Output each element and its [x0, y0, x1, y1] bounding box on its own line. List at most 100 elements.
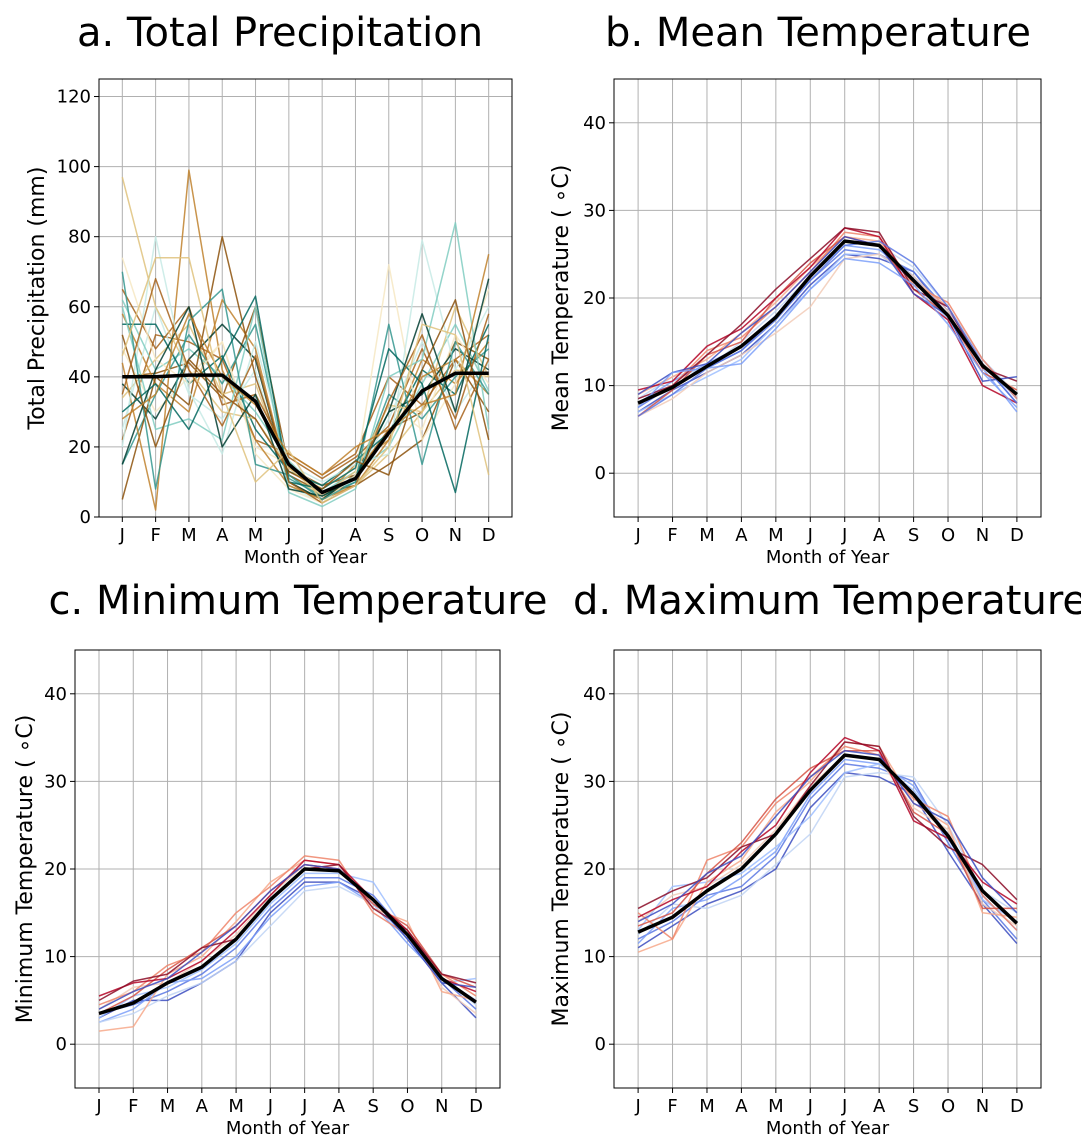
mean-line — [98, 867, 477, 1016]
x-tick-label: S — [908, 525, 919, 546]
series-line — [637, 749, 1018, 923]
series-line — [121, 288, 490, 480]
y-tick-label: 60 — [68, 297, 91, 318]
y-axis-label: Minimum Temperature ( ∘C) — [13, 715, 38, 1024]
x-tick-label: S — [383, 525, 394, 546]
x-tick-label: D — [469, 1096, 483, 1117]
x-tick-label: N — [976, 525, 989, 546]
series-line — [637, 253, 1018, 417]
series-line — [637, 240, 1018, 417]
series-line — [121, 271, 490, 501]
x-tick-label: O — [415, 525, 429, 546]
series-line — [637, 758, 1018, 945]
y-tick-label: 10 — [583, 376, 606, 397]
series-line — [121, 235, 490, 500]
x-tick-label: J — [301, 1096, 307, 1117]
series-line — [121, 235, 490, 483]
mean-line — [637, 753, 1019, 934]
y-tick-label: 30 — [583, 771, 606, 792]
x-tick-label: J — [285, 525, 291, 546]
y-tick-label: 40 — [583, 684, 606, 705]
x-tick-label: J — [807, 1096, 813, 1117]
chart-title: b. Mean Temperature — [605, 10, 1031, 56]
x-tick-label: A — [873, 1096, 886, 1117]
y-axis-label: Total Precipitation (mm) — [25, 167, 50, 431]
x-tick-label: S — [908, 1096, 919, 1117]
y-tick-label: 120 — [57, 87, 91, 108]
x-tick-label: D — [1010, 1096, 1024, 1117]
x-tick-label: A — [735, 1096, 748, 1117]
x-axis-label: Month of Year — [766, 1118, 890, 1138]
y-tick-label: 80 — [68, 227, 91, 248]
x-tick-label: M — [248, 525, 264, 546]
x-tick-label: M — [768, 1096, 784, 1117]
x-tick-label: J — [807, 525, 813, 546]
y-tick-label: 30 — [583, 200, 606, 221]
y-tick-label: 20 — [583, 859, 606, 880]
x-tick-label: A — [196, 1096, 209, 1117]
y-tick-label: 10 — [583, 947, 606, 968]
x-tick-label: J — [841, 525, 847, 546]
x-tick-label: N — [449, 525, 462, 546]
x-tick-label: J — [634, 525, 640, 546]
y-tick-label: 0 — [595, 463, 606, 484]
series-line — [637, 771, 1018, 936]
y-tick-label: 20 — [583, 288, 606, 309]
y-tick-label: 20 — [68, 437, 91, 458]
x-tick-label: D — [1010, 525, 1024, 546]
x-tick-label: A — [873, 525, 886, 546]
x-tick-label: J — [267, 1096, 273, 1117]
series-line — [98, 863, 477, 1010]
x-tick-label: D — [482, 525, 496, 546]
chart-title: d. Maximum Temperature — [573, 578, 1081, 624]
x-tick-label: F — [667, 525, 677, 546]
x-tick-label: O — [941, 1096, 955, 1117]
series-line — [121, 257, 490, 504]
x-tick-label: M — [768, 525, 784, 546]
x-tick-label: S — [367, 1096, 378, 1117]
y-tick-label: 10 — [44, 947, 67, 968]
x-tick-label: M — [699, 525, 715, 546]
series-line — [637, 227, 1018, 404]
chart-title: a. Total Precipitation — [77, 10, 483, 56]
x-tick-label: A — [349, 525, 362, 546]
y-tick-label: 40 — [68, 367, 91, 388]
chart-title: c. Minimum Temperature — [49, 578, 548, 624]
series-line — [121, 254, 490, 476]
x-tick-label: F — [150, 525, 160, 546]
y-tick-label: 40 — [44, 684, 67, 705]
x-tick-label: M — [160, 1096, 176, 1117]
x-tick-label: J — [95, 1096, 101, 1117]
y-tick-label: 30 — [44, 771, 67, 792]
x-tick-label: M — [181, 525, 197, 546]
x-tick-label: J — [841, 1096, 847, 1117]
y-tick-label: 0 — [56, 1034, 67, 1055]
x-tick-label: F — [128, 1096, 138, 1117]
y-tick-label: 20 — [44, 859, 67, 880]
x-tick-label: J — [119, 525, 125, 546]
x-tick-label: A — [735, 525, 748, 546]
series-line — [637, 231, 1018, 404]
series-line — [637, 745, 1018, 940]
x-axis-label: Month of Year — [766, 547, 890, 568]
x-tick-label: N — [435, 1096, 448, 1117]
x-tick-label: O — [941, 525, 955, 546]
x-tick-label: N — [976, 1096, 989, 1117]
plot-frame — [98, 78, 513, 518]
y-tick-label: 100 — [57, 157, 91, 178]
x-tick-label: A — [333, 1096, 346, 1117]
mean-line — [122, 371, 489, 495]
x-tick-label: F — [667, 1096, 677, 1117]
series-line — [121, 295, 490, 494]
y-tick-label: 0 — [80, 507, 91, 528]
mean-line — [637, 239, 1019, 405]
y-tick-label: 0 — [595, 1034, 606, 1055]
x-tick-label: J — [634, 1096, 640, 1117]
y-tick-label: 40 — [583, 113, 606, 134]
x-axis-label: Month of Year — [244, 547, 368, 568]
